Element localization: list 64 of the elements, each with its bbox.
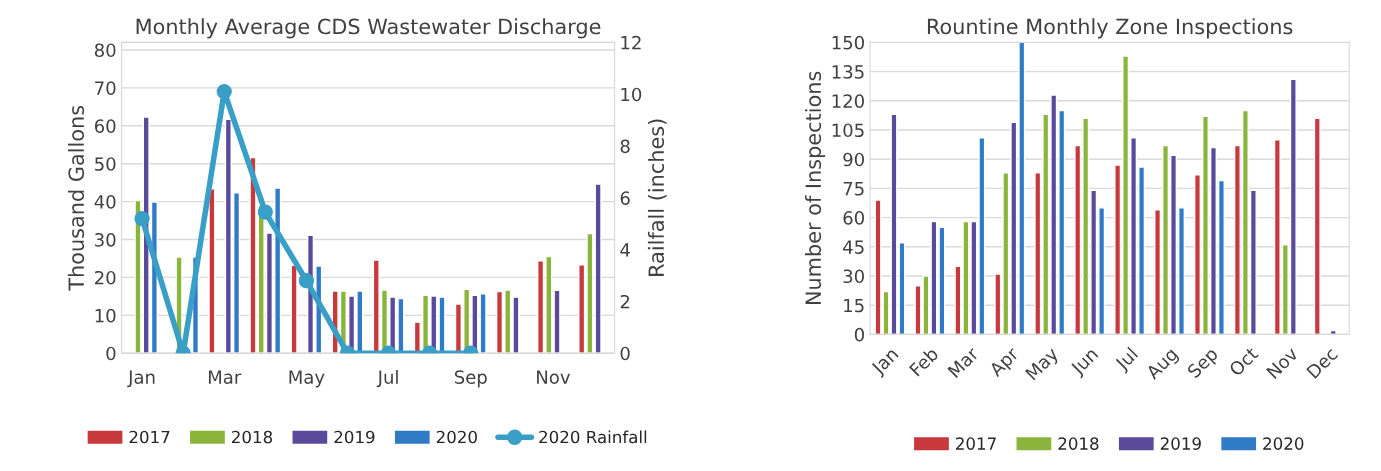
y-tick-label: 0 xyxy=(854,327,864,342)
x-tick-label: Mar xyxy=(208,370,242,384)
y2-tick-label: 12 xyxy=(621,35,641,50)
x-tick-label: Oct xyxy=(1228,346,1259,377)
legend-label: 2018 xyxy=(1058,437,1099,450)
y-tick-label: 60 xyxy=(843,211,864,225)
y-tick-label: 0 xyxy=(106,346,116,361)
x-tick-label: Dec xyxy=(1306,346,1339,379)
y-tick-label: 90 xyxy=(843,152,864,167)
legend-label: 2017 xyxy=(956,437,996,450)
y-axis-title: Number of Inspections xyxy=(804,71,826,305)
y-tick-label: 70 xyxy=(95,81,116,95)
y-tick-label: 50 xyxy=(95,157,116,171)
y-axis-title: Thousand Gallons xyxy=(67,105,85,291)
legend-label: 2018 xyxy=(232,430,273,444)
y-tick-label: 20 xyxy=(95,270,116,285)
x-tick-label: Mar xyxy=(947,345,980,379)
x-tick-label: Sep xyxy=(1186,346,1222,382)
x-tick-label: Feb xyxy=(908,346,940,377)
x-tick-label: Apr xyxy=(988,345,1023,380)
y2-tick-label: 10 xyxy=(621,87,642,102)
legend-label: 2020 xyxy=(436,430,477,444)
legend-label: 2017 xyxy=(129,430,170,444)
legend-label: 2020 xyxy=(1263,437,1304,450)
x-tick-label: Sep xyxy=(454,370,487,388)
x-tick-label: Jan xyxy=(870,347,902,379)
y-tick-label: 10 xyxy=(95,308,116,323)
point xyxy=(134,210,150,227)
y-tick-label: 30 xyxy=(95,232,116,247)
x-tick-label: Jan xyxy=(127,370,155,388)
y2-axis-title: Railfall (inches) xyxy=(647,119,667,276)
bar xyxy=(1329,329,1337,335)
y-tick-label: 40 xyxy=(94,195,116,209)
y2-tick-label: 0 xyxy=(620,346,630,361)
y-tick-label: 105 xyxy=(832,123,864,138)
y-tick-label: 15 xyxy=(844,298,864,313)
y-tick-label: 30 xyxy=(843,269,864,284)
bar xyxy=(290,264,298,354)
y-tick-label: 45 xyxy=(843,240,864,254)
legend-label: 2020 Rainfall xyxy=(539,430,647,444)
y2-tick-label: 2 xyxy=(620,294,630,309)
y-tick-label: 150 xyxy=(832,35,864,50)
y-tick-label: 75 xyxy=(843,182,864,196)
y2-tick-label: 4 xyxy=(620,243,630,257)
y-tick-label: 80 xyxy=(94,43,116,58)
y-tick-label: 60 xyxy=(94,119,116,133)
bar xyxy=(208,188,216,354)
legend-label: 2019 xyxy=(334,430,375,444)
bar xyxy=(479,293,487,354)
bar xyxy=(1313,117,1321,335)
x-tick-label: Jun xyxy=(1069,347,1101,379)
y-tick-label: 135 xyxy=(832,65,864,79)
chart-title: Rountine Monthly Zone Inspections xyxy=(927,18,1293,39)
chart-title: Monthly Average CDS Wastewater Discharge xyxy=(136,18,601,39)
y2-tick-label: 6 xyxy=(620,191,630,205)
x-tick-label: Nov xyxy=(537,370,570,384)
point xyxy=(257,204,273,220)
x-tick-label: May xyxy=(289,370,325,388)
x-tick-label: Jul xyxy=(1113,346,1141,374)
y2-tick-label: 8 xyxy=(620,139,630,154)
x-tick-label: Jul xyxy=(376,369,398,388)
y-tick-label: 120 xyxy=(832,94,864,108)
legend-label: 2019 xyxy=(1160,437,1201,450)
bar xyxy=(594,183,602,354)
